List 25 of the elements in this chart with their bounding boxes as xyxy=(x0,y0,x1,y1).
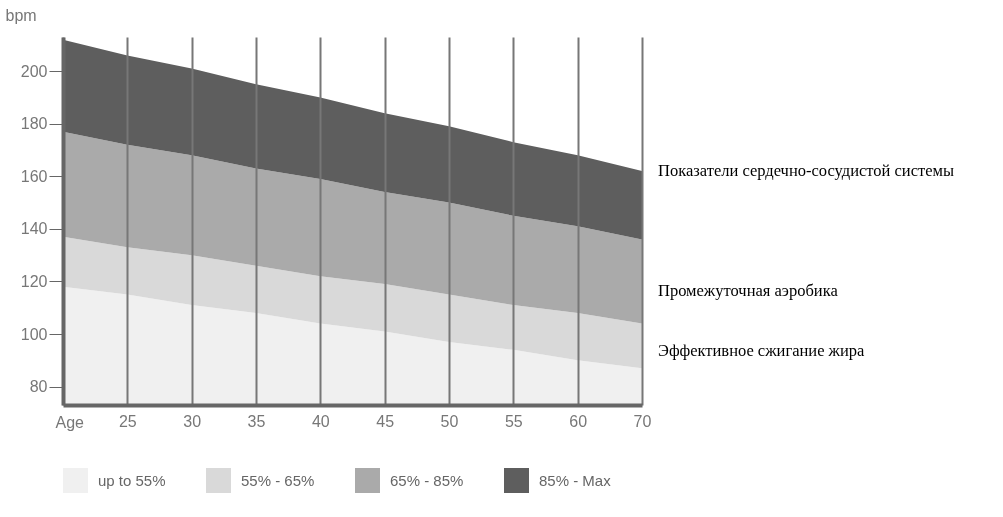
y-tick-label: 160 xyxy=(20,167,48,185)
x-axis-title: Age xyxy=(55,413,85,431)
y-axis-title: bpm xyxy=(5,6,37,24)
y-tick-label: 180 xyxy=(20,115,48,133)
x-tick-label: 70 xyxy=(633,412,652,430)
x-tick-label: 55 xyxy=(504,412,523,430)
y-tick-label: 100 xyxy=(20,325,48,343)
y-tick-label: 120 xyxy=(20,272,48,290)
text: Показатели сердечно-сосудистой системы xyxy=(658,160,956,181)
text: Промежуточная аэробика xyxy=(658,280,839,301)
y-tick-label: 140 xyxy=(20,220,48,238)
y-tick-label: 200 xyxy=(20,62,48,80)
legend-label: 65% - 85% xyxy=(390,471,464,489)
x-tick-label: 25 xyxy=(118,412,137,430)
x-tick-label: 60 xyxy=(569,412,588,430)
y-tick-label: 80 xyxy=(29,378,48,396)
x-tick-label: 45 xyxy=(376,412,395,430)
text: Эффективное сжигание жира xyxy=(658,340,866,361)
x-tick-label: 35 xyxy=(247,412,266,430)
x-tick-label: 40 xyxy=(311,412,330,430)
legend-label: 55% - 65% xyxy=(241,471,315,489)
legend-label: 85% - Max xyxy=(539,471,612,489)
legend-label: up to 55% xyxy=(98,471,166,489)
x-tick-label: 30 xyxy=(183,412,202,430)
x-tick-label: 50 xyxy=(440,412,459,430)
